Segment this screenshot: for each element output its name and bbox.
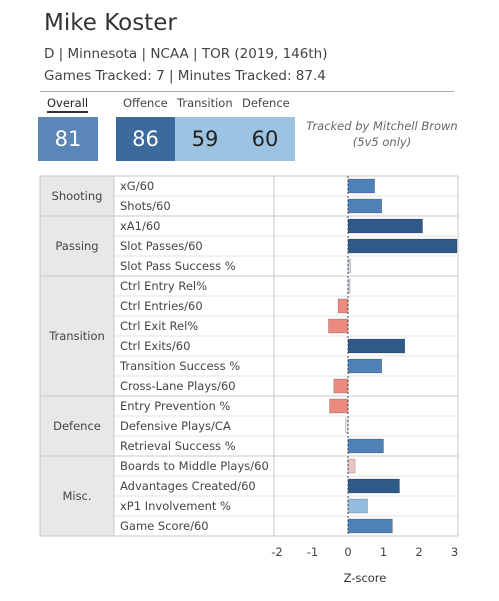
tracker-note: Tracked by Mitchell Brown (5v5 only) (306, 119, 458, 149)
metric-label: xG/60 (120, 179, 154, 193)
overall-label[interactable]: Overall (47, 96, 89, 113)
x-tick-label: -1 (307, 545, 318, 559)
metric-bar (333, 378, 349, 394)
metric-label: Game Score/60 (120, 519, 209, 533)
metric-label: Cross-Lane Plays/60 (120, 379, 236, 393)
group-band (40, 176, 114, 216)
metric-label: Ctrl Exits/60 (120, 339, 190, 353)
group-label: Defence (53, 419, 101, 433)
metric-label: Shots/60 (120, 199, 171, 213)
metric-bar (347, 358, 382, 374)
x-tick-label: 3 (451, 545, 458, 559)
metric-label: Entry Prevention % (120, 399, 230, 413)
metric-bar (347, 498, 368, 514)
group-band (40, 456, 114, 536)
metric-label: Ctrl Entries/60 (120, 299, 203, 313)
metric-bar (347, 198, 382, 214)
group-label: Passing (55, 239, 98, 253)
defence-label[interactable]: Defence (242, 96, 290, 110)
metric-bar (347, 438, 384, 454)
offence-score: 86 (116, 117, 175, 161)
metric-label: xA1/60 (120, 219, 161, 233)
player-name: Mike Koster (44, 10, 177, 36)
metric-bar (347, 238, 458, 254)
defence-score: 60 (235, 117, 295, 161)
overall-score: 81 (38, 117, 98, 161)
metric-bar (347, 218, 423, 234)
x-tick-label: 2 (415, 545, 422, 559)
metric-label: Transition Success % (119, 359, 240, 373)
metric-label: Ctrl Exit Rel% (120, 319, 198, 333)
metric-bar (347, 478, 400, 494)
tracked-summary: Games Tracked: 7 | Minutes Tracked: 87.4 (44, 68, 326, 84)
metric-bar (337, 298, 349, 314)
x-tick-label: 0 (344, 545, 351, 559)
group-label: Shooting (52, 189, 103, 203)
x-tick-label: -2 (271, 545, 282, 559)
metric-label: Advantages Created/60 (120, 479, 256, 493)
metric-label: xP1 Involvement % (120, 499, 231, 513)
group-band (40, 396, 114, 456)
group-label: Transition (48, 329, 105, 343)
metric-label: Defensive Plays/CA (120, 419, 231, 433)
transition-label[interactable]: Transition (177, 96, 233, 110)
x-axis-title: Z-score (343, 571, 387, 585)
metric-bar (347, 458, 356, 474)
metric-label: Slot Passes/60 (120, 239, 203, 253)
group-label: Misc. (62, 489, 91, 503)
header-divider (40, 91, 454, 92)
player-info: D | Minnesota | NCAA | TOR (2019, 146th) (44, 46, 328, 62)
metric-bar (328, 318, 349, 334)
metric-label: Retrieval Success % (120, 439, 236, 453)
metric-label: Boards to Middle Plays/60 (120, 459, 269, 473)
group-band (40, 276, 114, 396)
metric-bar (347, 518, 393, 534)
group-band (40, 216, 114, 276)
metric-label: Slot Pass Success % (120, 259, 236, 273)
metric-label: Ctrl Entry Rel% (120, 279, 207, 293)
metric-bar (329, 398, 349, 414)
x-tick-label: 1 (380, 545, 387, 559)
offence-label[interactable]: Offence (123, 96, 168, 110)
metric-bar (347, 178, 375, 194)
transition-score: 59 (175, 117, 235, 161)
metric-bar (347, 338, 406, 354)
